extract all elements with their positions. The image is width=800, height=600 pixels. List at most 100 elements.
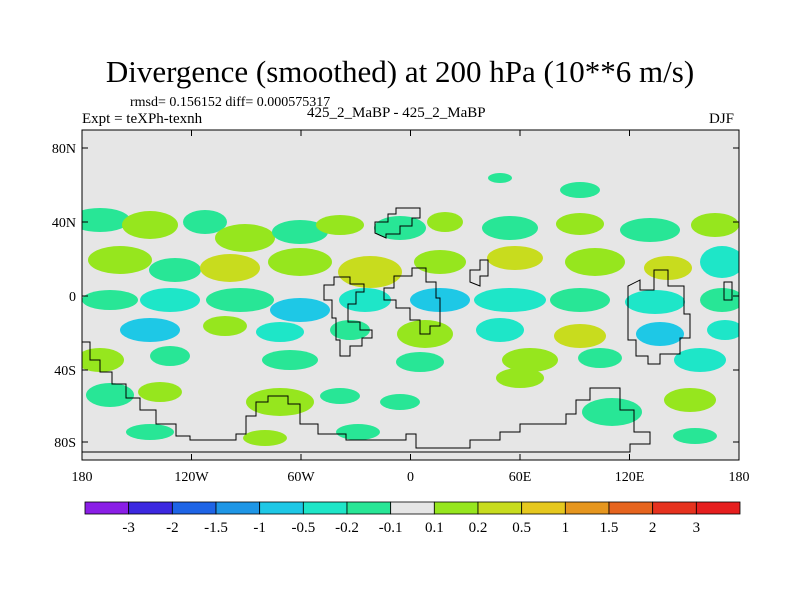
blob-neg (488, 173, 512, 183)
colorbar-box (171, 501, 217, 515)
experiment-label: Expt = teXPh-texnh (82, 111, 203, 127)
blob-neg (320, 388, 360, 404)
blob-pos (664, 388, 716, 412)
colorbar-label: -0.2 (335, 520, 359, 536)
colorbar-label: -0.5 (291, 520, 315, 536)
blob-neg (149, 258, 201, 282)
blob-pos (243, 430, 287, 446)
axis-ticks: 80N 40N 0 40S 80S 180 120W 60W 0 60E 120E 180 (52, 130, 750, 485)
colorbar-label: 1 (562, 520, 570, 536)
blob-pos (268, 248, 332, 276)
blob-pos (316, 215, 364, 235)
blob-pos (496, 368, 544, 388)
coastline (723, 281, 733, 301)
colorbar-label: -3 (122, 520, 135, 536)
blob-pos (644, 256, 692, 280)
blob-neg (120, 318, 180, 342)
colorbar-box (433, 501, 479, 515)
colorbar-box (652, 501, 697, 515)
colorbar-box (695, 501, 741, 515)
y-tick-label: 40N (52, 216, 76, 231)
colorbar-box (84, 501, 130, 515)
blob-neg (582, 398, 642, 426)
blob-neg (625, 290, 685, 314)
colorbar-label: -1 (253, 520, 266, 536)
blob-neg (262, 350, 318, 370)
blob-neg (86, 383, 134, 407)
blob-pos (556, 213, 604, 235)
blob-neg (700, 288, 739, 312)
blob-neg (620, 218, 680, 242)
coastline (383, 267, 441, 335)
colorbar-box (346, 501, 392, 515)
blob-neg (272, 220, 328, 244)
x-tick-label: 180 (729, 470, 750, 485)
blob-pos (338, 256, 402, 288)
colorbar-box (128, 501, 173, 515)
y-tick-label: 80S (54, 436, 76, 451)
blob-neg (396, 352, 444, 372)
blob-neg (270, 298, 330, 322)
y-tick-label: 80N (52, 142, 76, 157)
blob-pos (82, 348, 124, 372)
colorbar-box (302, 501, 348, 515)
blob-neg (380, 394, 420, 410)
blob-neg (82, 208, 130, 232)
coastline (627, 269, 691, 365)
colorbar-label: 0.2 (469, 520, 488, 536)
blob-pos (138, 382, 182, 402)
colorbar-label: 0.5 (512, 520, 531, 536)
blob-neg (474, 288, 546, 312)
blob-neg (256, 322, 304, 342)
x-tick-label: 120W (174, 470, 209, 485)
stats-label: rmsd= 0.156152 diff= 0.000575317 (130, 95, 331, 110)
blob-neg (82, 290, 138, 310)
blob-pos (414, 250, 466, 274)
x-tick-label: 120E (615, 470, 645, 485)
blob-neg (482, 216, 538, 240)
blob-pos (215, 224, 275, 252)
blob-neg (700, 246, 739, 278)
blob-pos (502, 348, 558, 372)
blob-neg (674, 348, 726, 372)
blob-pos (487, 246, 543, 270)
y-tick-label: 40S (54, 364, 76, 379)
blob-neg (476, 318, 524, 342)
blob-neg (150, 346, 190, 366)
blob-neg (550, 288, 610, 312)
colorbar-label: -0.1 (379, 520, 403, 536)
blob-pos (691, 213, 739, 237)
colorbar-label: 2 (649, 520, 657, 536)
blob-neg (578, 348, 622, 368)
coastline (323, 276, 373, 357)
blob-pos (200, 254, 260, 282)
blob-pos (554, 324, 606, 348)
blob-neg (636, 322, 684, 346)
colorbar-label: 3 (693, 520, 701, 536)
colorbar-box (259, 501, 304, 515)
x-tick-label: 60W (287, 470, 315, 485)
colorbar-box (521, 501, 566, 515)
blob-neg (707, 320, 739, 340)
blob-pos (246, 388, 314, 416)
colorbar-label: 0.1 (425, 520, 444, 536)
blob-pos (427, 212, 463, 232)
coastline (469, 259, 489, 287)
blob-neg (140, 288, 200, 312)
blob-neg (560, 182, 600, 198)
coastline (82, 341, 651, 453)
colorbar-label: -2 (166, 520, 179, 536)
colorbar-label: 1.5 (600, 520, 619, 536)
colorbar-label: -1.5 (204, 520, 228, 536)
blob-neg (206, 288, 274, 312)
blob-pos (203, 316, 247, 336)
colorbar-box (390, 501, 435, 515)
x-tick-label: 60E (509, 470, 532, 485)
coastline (374, 207, 421, 239)
coastlines (82, 207, 733, 453)
blob-neg (126, 424, 174, 440)
blob-pos (565, 248, 625, 276)
colorbar-box (564, 501, 610, 515)
y-tick-label: 0 (69, 290, 76, 305)
